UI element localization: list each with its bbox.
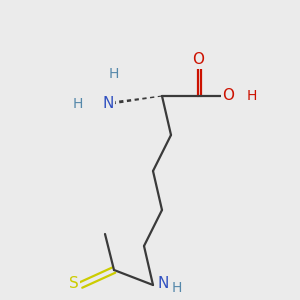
Text: O: O: [222, 88, 234, 104]
Text: S: S: [69, 276, 78, 291]
Text: H: H: [247, 89, 257, 103]
Text: H: H: [73, 97, 83, 110]
Text: N: N: [102, 96, 114, 111]
Text: H: H: [109, 67, 119, 80]
Text: O: O: [192, 52, 204, 68]
Text: H: H: [171, 281, 182, 295]
Text: N: N: [158, 276, 169, 291]
